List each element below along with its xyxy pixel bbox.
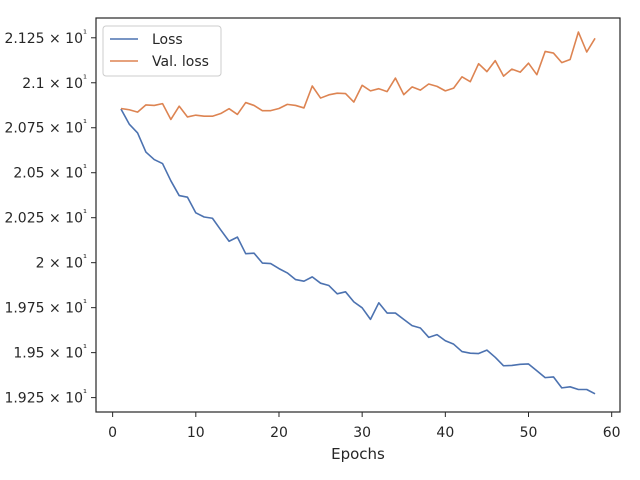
y-tick-label: 1.975 × 10¹ [4,299,87,317]
y-tick-label: 2.125 × 10¹ [4,29,87,47]
x-tick-label: 40 [436,425,454,441]
y-tick-label: 2.05 × 10¹ [13,164,87,182]
x-tick-label: 20 [270,425,288,441]
legend-label-val-loss: Val. loss [152,54,209,70]
series-line-loss [120,108,596,395]
ticks-layer: 0 10 20 30 40 50 60 1.925 × 10¹ 1.95 × 10¹ 1.975 … [4,29,620,441]
legend-label-loss: Loss [152,32,183,48]
series-layer [120,31,596,395]
y-tick-label: 2.1 × 10¹ [22,74,87,92]
x-tick-label: 50 [520,425,538,441]
y-tick-label: 2.075 × 10¹ [4,119,87,137]
x-tick-label: 10 [187,425,205,441]
x-axis-label: Epochs [331,445,385,463]
legend: Loss Val. loss [102,25,222,77]
x-tick-label: 30 [353,425,371,441]
y-tick-label: 1.95 × 10¹ [13,344,87,362]
y-tick-label: 1.925 × 10¹ [4,389,87,407]
y-tick-label: 2.025 × 10¹ [4,209,87,227]
x-tick-label: 0 [108,425,117,441]
series-line-val-loss [120,31,596,121]
y-tick-label: 2 × 10¹ [36,254,87,272]
x-tick-label: 60 [603,425,621,441]
plot-frame [95,17,621,413]
